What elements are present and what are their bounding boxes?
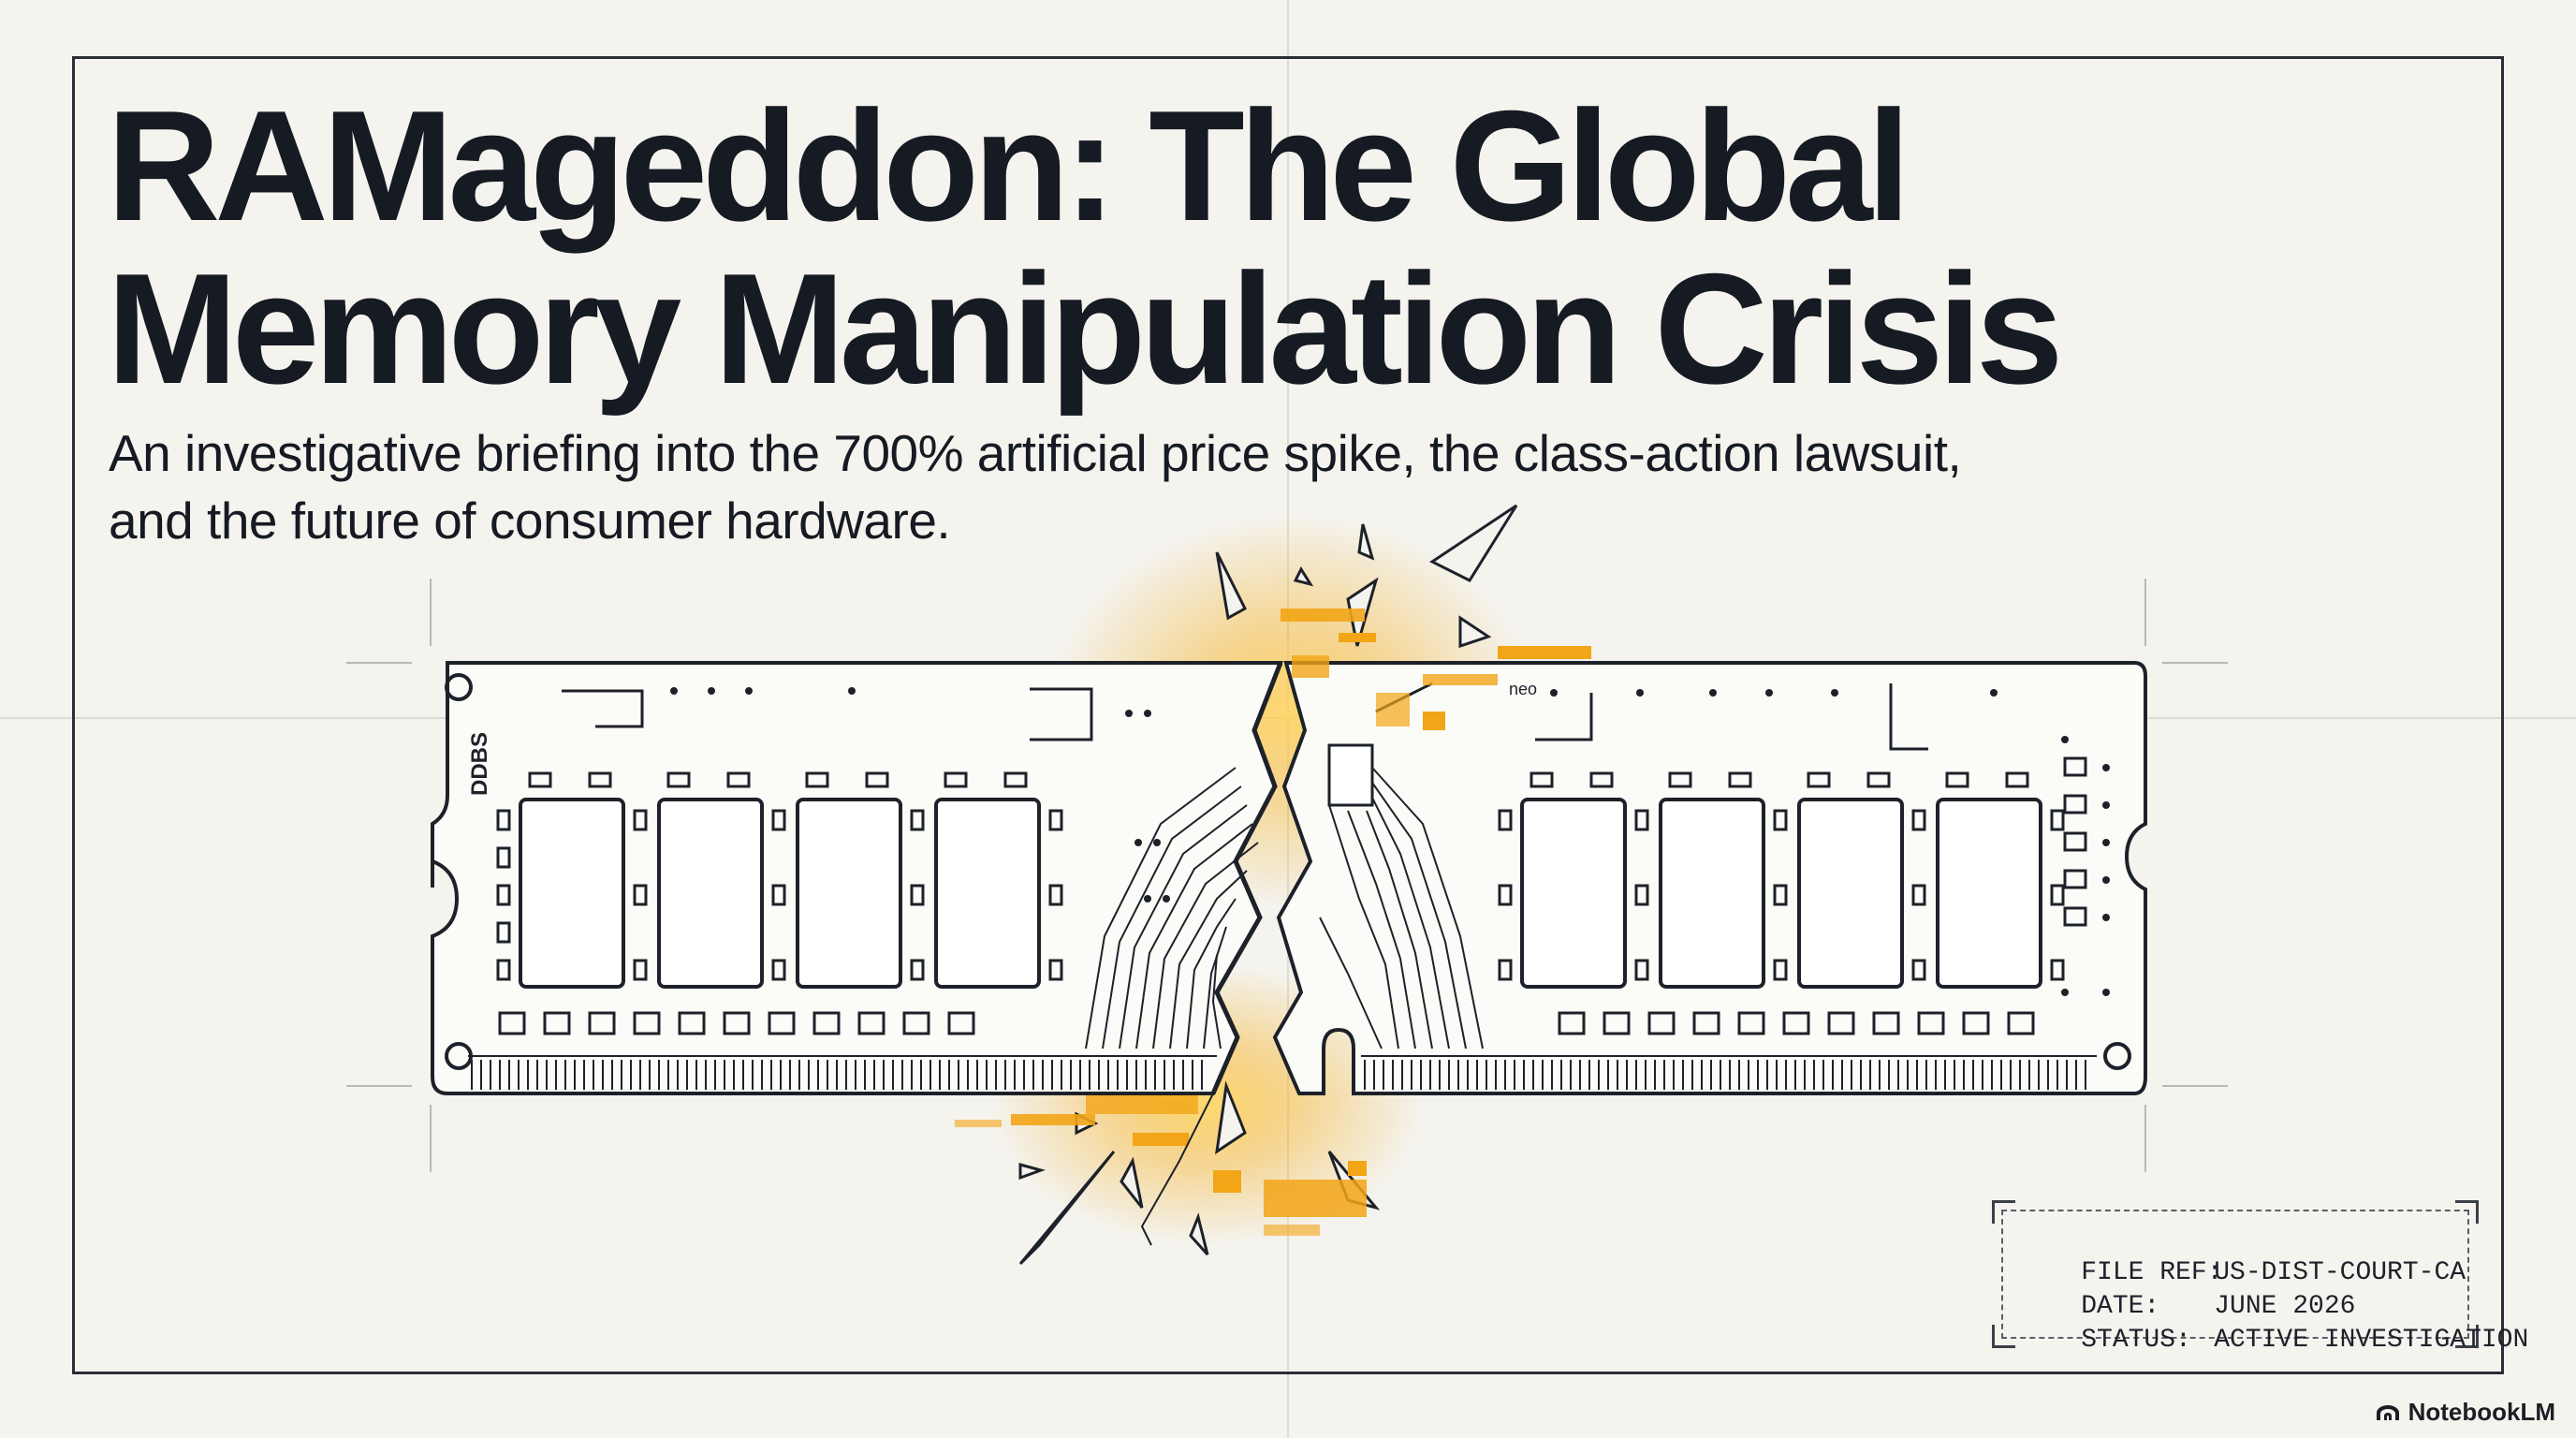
notebooklm-brand: NotebookLM xyxy=(2375,1398,2555,1427)
connector-fingers-right xyxy=(1364,1060,2086,1090)
title-line-2: Memory Manipulation Crisis xyxy=(107,241,2063,417)
status-key: STATUS: xyxy=(2081,1326,2191,1355)
circuit-traces-right xyxy=(1319,767,1484,1049)
corner-mark xyxy=(2455,1200,2479,1224)
file-ref-value: US-DIST-COURT-CA xyxy=(2214,1258,2466,1287)
memory-chips-left xyxy=(519,798,1041,989)
slide-frame xyxy=(72,56,2504,1374)
date-value: JUNE 2026 xyxy=(2214,1292,2356,1321)
connector-fingers-left xyxy=(471,1060,1203,1090)
file-ref-key: FILE REF: xyxy=(2081,1258,2223,1287)
slide-subtitle: An investigative briefing into the 700% … xyxy=(109,419,2215,554)
glowing-fragments xyxy=(955,609,1591,1236)
status-row: STATUS: ACTIVE INVESTIGATION xyxy=(2018,1290,2528,1391)
file-reference-border xyxy=(2001,1210,2469,1339)
status-value: ACTIVE INVESTIGATION xyxy=(2214,1326,2529,1355)
subtitle-line-1: An investigative briefing into the 700% … xyxy=(109,424,1962,482)
notebooklm-logo-icon xyxy=(2376,1404,2399,1420)
date-key: DATE: xyxy=(2081,1292,2160,1321)
module-tiny-label: neo xyxy=(1509,680,1537,698)
corner-mark xyxy=(2455,1325,2479,1348)
corner-mark xyxy=(1992,1325,2015,1348)
corner-mark xyxy=(1992,1200,2015,1224)
fracture-line xyxy=(1210,662,1283,1094)
memory-chips-right xyxy=(1520,798,2042,989)
controller-chip xyxy=(1327,743,1374,807)
file-ref-row: FILE REF:US-DIST-COURT-CA xyxy=(2018,1223,2466,1324)
circuit-traces-left xyxy=(1085,767,1259,1049)
subtitle-line-2: and the future of consumer hardware. xyxy=(109,492,951,550)
file-reference-box: FILE REF:US-DIST-COURT-CA DATE: JUNE 2026… xyxy=(1992,1200,2528,1355)
title-line-1: RAMageddon: The Global xyxy=(107,78,1910,254)
slide-title: RAMageddon: The Global Memory Manipulati… xyxy=(107,78,2063,417)
module-label: DDBS xyxy=(467,732,492,796)
brand-name: NotebookLM xyxy=(2408,1398,2555,1426)
date-row: DATE: JUNE 2026 xyxy=(2018,1256,2355,1357)
crop-marks xyxy=(346,579,2228,1172)
